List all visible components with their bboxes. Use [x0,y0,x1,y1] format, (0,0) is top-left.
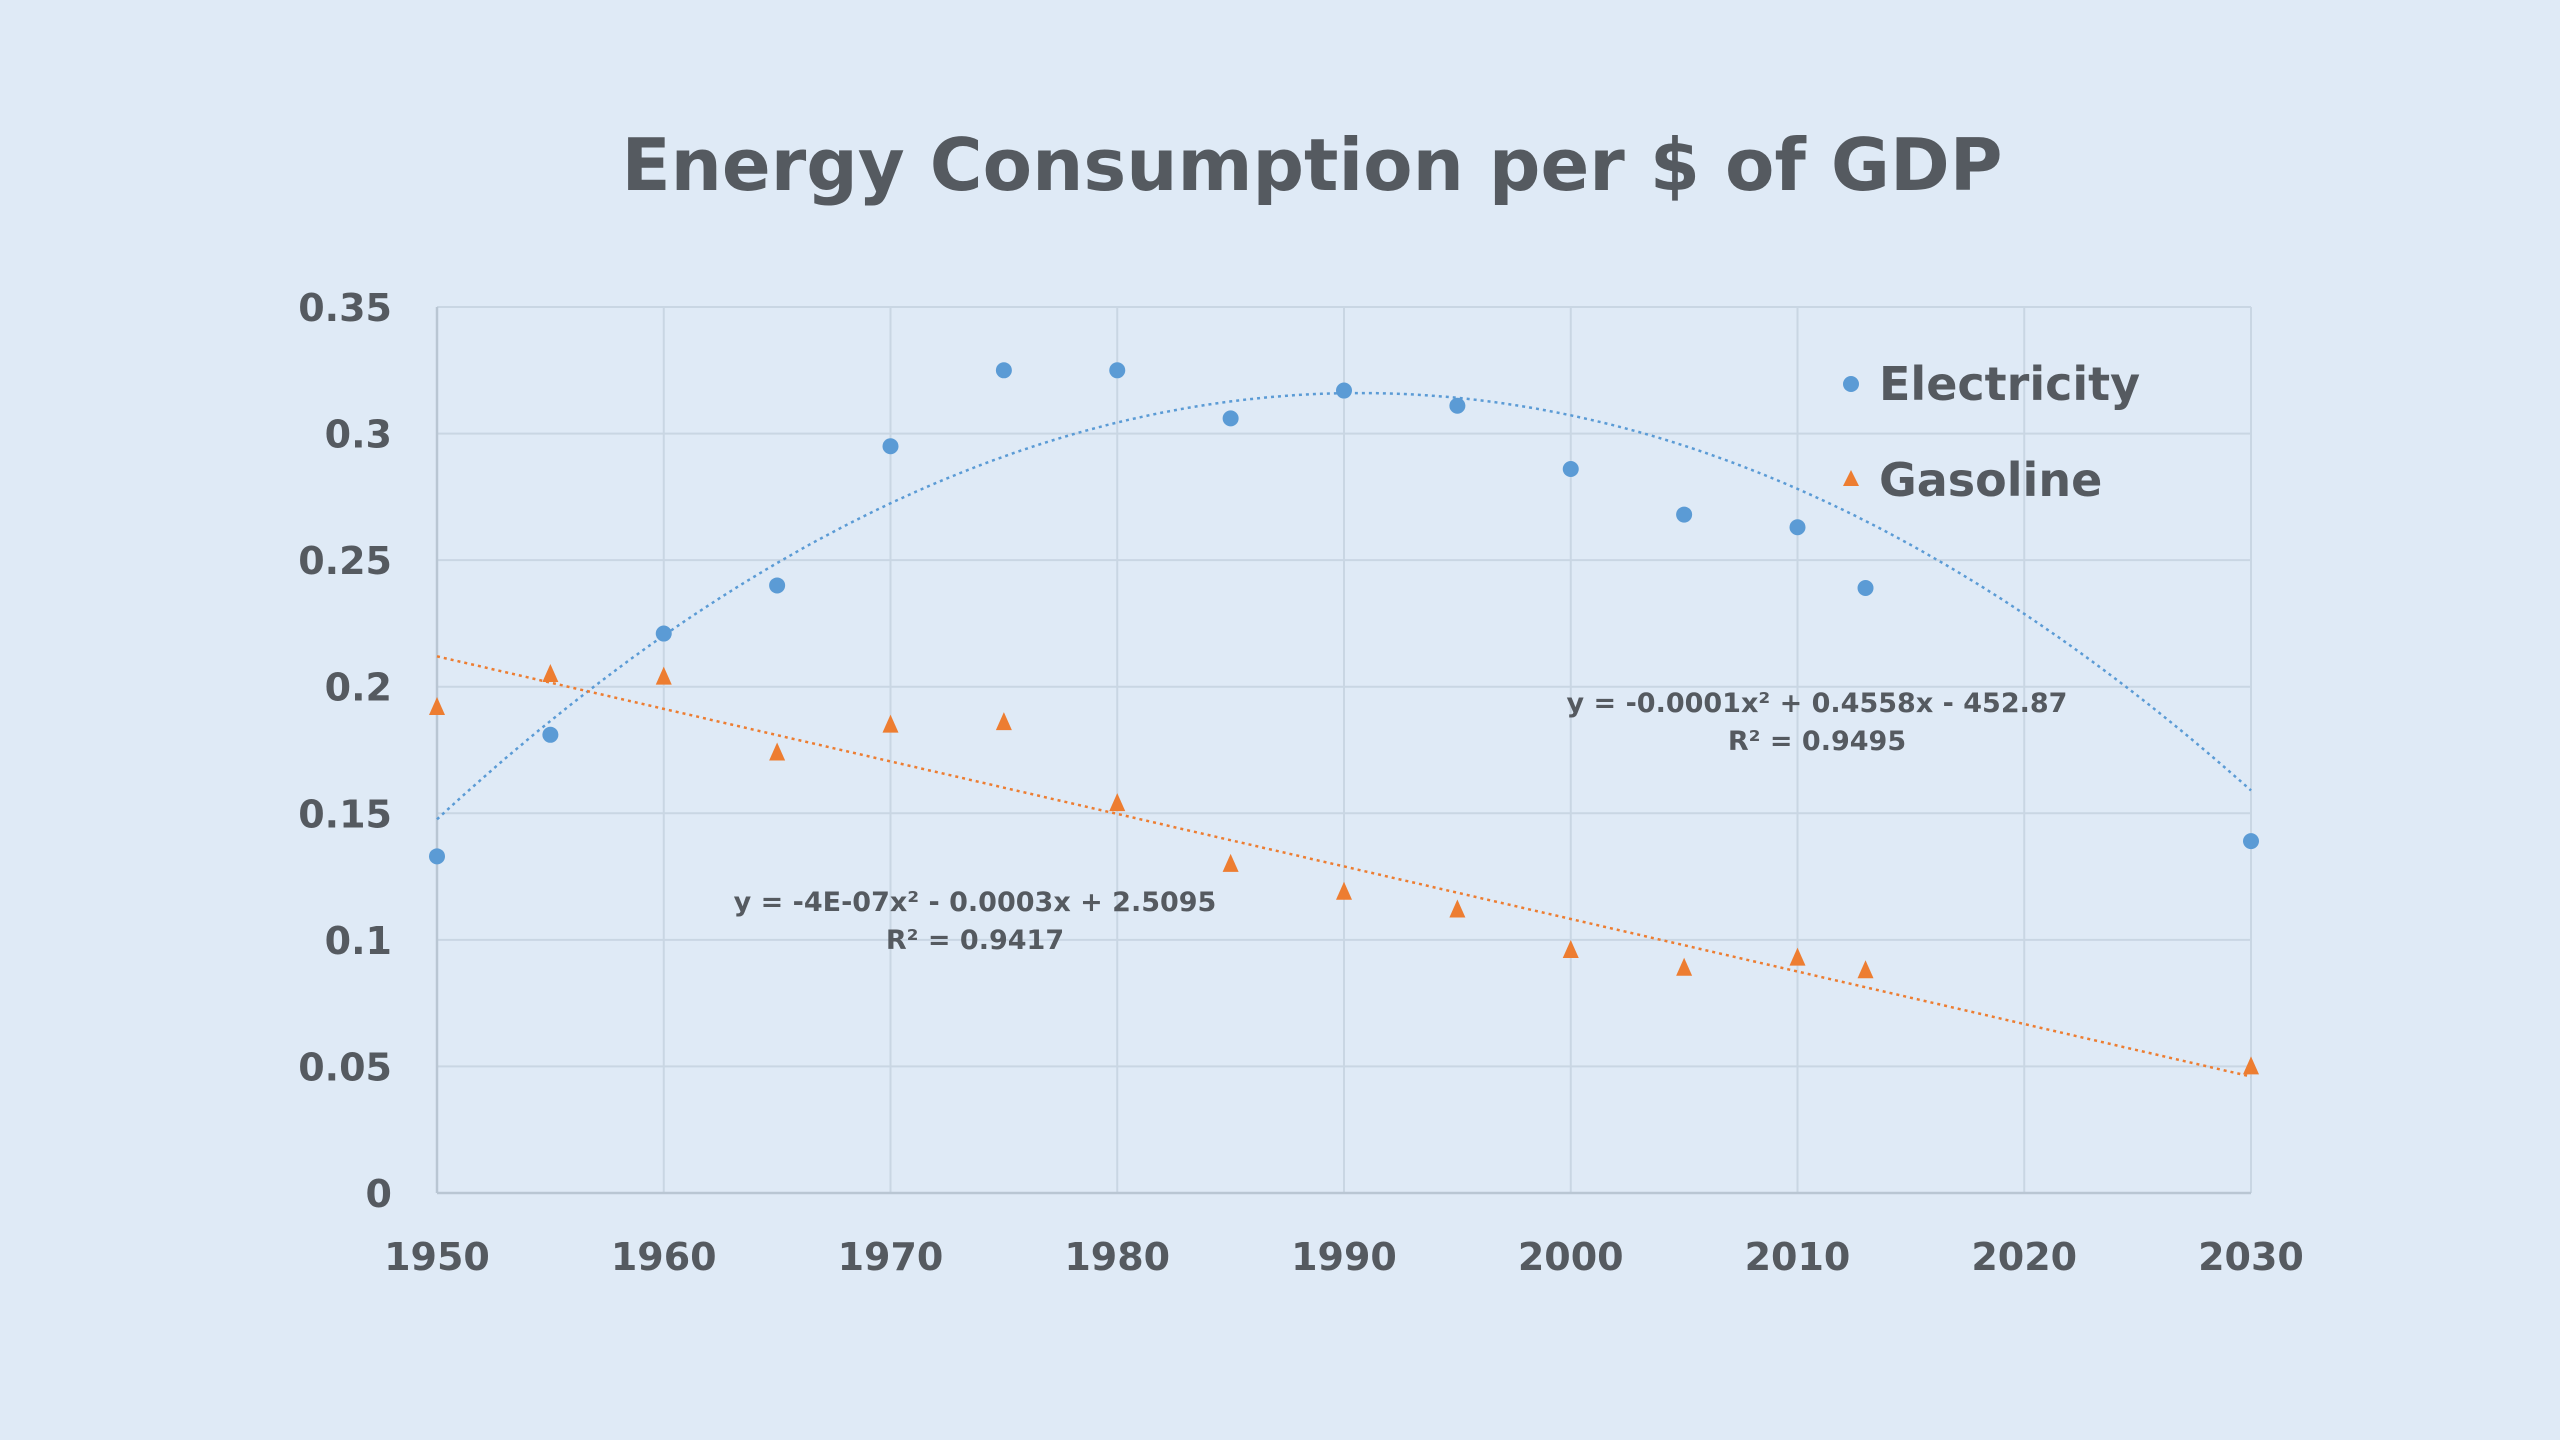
data-point-gasoline [542,664,559,683]
y-tick-label: 0.1 [325,919,392,963]
x-tick-label: 2030 [2198,1235,2304,1279]
x-tick-label: 1950 [384,1235,490,1279]
trendline-r-squared: R² = 0.9417 [886,925,1064,956]
data-point-gasoline [655,666,672,685]
y-tick-label: 0.05 [298,1045,392,1089]
data-point-electricity [429,848,445,865]
data-point-gasoline [769,742,786,761]
data-point-electricity [1336,382,1352,399]
legend-label-electricity: Electricity [1879,357,2140,411]
data-point-gasoline [1789,947,1806,966]
data-point-electricity [1562,461,1579,478]
data-point-gasoline [882,714,899,733]
trendline-equation: y = -0.0001x² + 0.4558x - 452.87 [1567,688,2068,719]
y-tick-label: 0 [366,1172,392,1216]
x-tick-label: 2010 [1745,1235,1851,1279]
data-point-electricity [1676,506,1693,523]
x-tick-label: 1990 [1291,1235,1397,1279]
legend-label-gasoline: Gasoline [1879,453,2102,507]
legend-marker-gasoline [1843,470,1859,486]
data-points [429,362,2259,1075]
y-tick-label: 0.25 [298,539,392,583]
data-point-electricity [1789,519,1806,536]
legend: Electricity Gasoline [1843,357,2140,507]
legend-marker-electricity [1843,376,1859,392]
data-point-electricity [769,577,786,594]
x-tick-label: 1960 [611,1235,717,1279]
data-point-electricity [1857,579,1874,596]
data-point-gasoline [1857,960,1874,979]
data-point-gasoline [995,712,1012,731]
trendline-gasoline [436,655,2252,1078]
data-point-gasoline [1336,881,1352,900]
y-tick-label: 0.3 [325,413,392,457]
data-point-gasoline [1222,853,1239,872]
data-point-electricity [655,625,672,642]
y-tick-label: 0.35 [298,286,392,330]
x-tick-label: 2020 [1971,1235,2077,1279]
axes: 0 0.05 0.1 0.15 0.2 0.25 0.3 0.35 1950 1960 1970 19… [298,286,2304,1279]
data-point-gasoline [1449,899,1466,918]
data-point-gasoline [429,696,445,715]
chart-title: Energy Consumption per $ of GDP [621,123,2002,207]
x-tick-label: 1970 [838,1235,944,1279]
grid [437,306,2252,1193]
data-point-electricity [1109,362,1126,379]
data-point-gasoline [2243,1056,2259,1075]
data-point-electricity [2243,833,2259,850]
x-tick-label: 2000 [1518,1235,1624,1279]
data-point-electricity [1449,397,1466,414]
data-point-electricity [542,726,559,743]
trendline-r-squared: R² = 0.9495 [1728,726,1906,757]
data-point-electricity [882,438,899,455]
data-point-gasoline [1562,939,1579,958]
data-point-electricity [995,362,1012,379]
y-tick-label: 0.2 [325,666,392,710]
data-point-gasoline [1109,793,1126,812]
y-tick-label: 0.15 [298,792,392,836]
data-point-electricity [1222,410,1239,427]
trendline-equations: y = -0.0001x² + 0.4558x - 452.87 R² = 0.9… [734,688,2068,956]
data-point-gasoline [1676,957,1693,976]
trendlines [436,391,2252,1078]
x-tick-label: 1980 [1064,1235,1170,1279]
trendline-equation: y = -4E-07x² - 0.0003x + 2.5095 [734,887,1217,918]
